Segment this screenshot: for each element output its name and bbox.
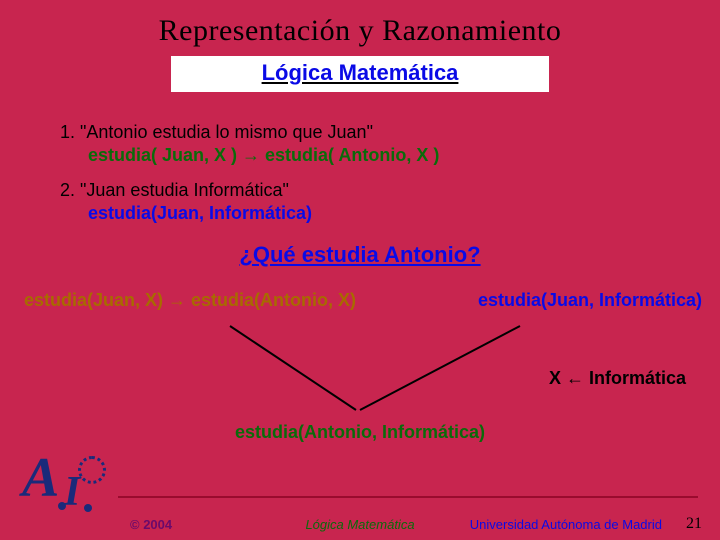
line-left bbox=[230, 326, 356, 410]
footer-page-number: 21 bbox=[686, 515, 702, 533]
content-area: 1. "Antonio estudia lo mismo que Juan" e… bbox=[0, 122, 720, 311]
derivation-left: estudia(Juan, X) → estudia(Antonio, X) bbox=[24, 290, 356, 311]
logo-letter-i: I bbox=[64, 468, 80, 516]
item-2-text: 2. "Juan estudia Informática" bbox=[60, 180, 720, 201]
subtitle-text: Lógica Matemática bbox=[262, 60, 459, 85]
footer-university: Universidad Autónoma de Madrid bbox=[470, 517, 662, 532]
logo-gear-icon bbox=[78, 456, 106, 484]
conclusion-text: estudia(Antonio, Informática) bbox=[0, 422, 720, 443]
line-right bbox=[360, 326, 520, 410]
item-1-text: 1. "Antonio estudia lo mismo que Juan" bbox=[60, 122, 720, 143]
footer-divider bbox=[118, 496, 698, 498]
derivation-right: estudia(Juan, Informática) bbox=[478, 290, 702, 311]
subtitle-box: Lógica Matemática bbox=[171, 56, 549, 92]
ai-logo: A I bbox=[22, 450, 114, 520]
logo-dot-2 bbox=[84, 504, 92, 512]
item-2: 2. "Juan estudia Informática" estudia(Ju… bbox=[60, 180, 720, 224]
item-1-formula: estudia( Juan, X ) → estudia( Antonio, X… bbox=[88, 145, 720, 166]
logo-letter-a: A bbox=[22, 446, 59, 510]
item-1: 1. "Antonio estudia lo mismo que Juan" e… bbox=[60, 122, 720, 166]
slide: Representación y Razonamiento Lógica Mat… bbox=[0, 0, 720, 540]
question-text: ¿Qué estudia Antonio? bbox=[0, 242, 720, 268]
derivation-row: estudia(Juan, X) → estudia(Antonio, X) e… bbox=[24, 290, 702, 311]
item-2-formula: estudia(Juan, Informática) bbox=[88, 203, 720, 224]
slide-title: Representación y Razonamiento bbox=[0, 14, 720, 48]
unification-text: X ← Informática bbox=[549, 368, 686, 389]
